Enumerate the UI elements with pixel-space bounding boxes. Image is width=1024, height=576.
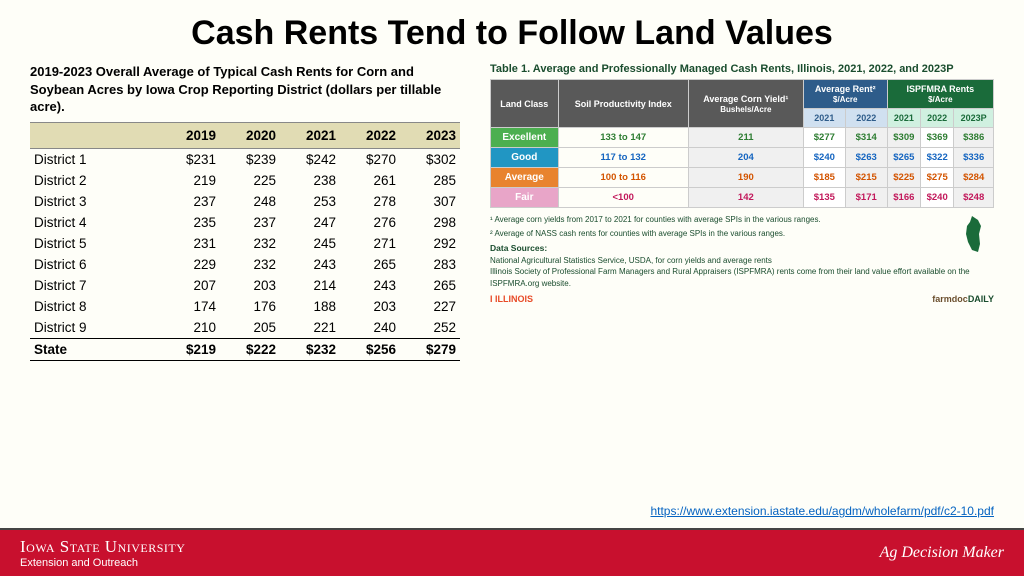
illinois-notes: ¹ Average corn yields from 2017 to 2021 … [490,214,994,305]
iowa-year-header: 2021 [280,122,340,148]
extension-name: Extension and Outreach [20,557,185,569]
iowa-year-header: 2019 [160,122,220,148]
iowa-caption: 2019-2023 Overall Average of Typical Cas… [30,63,460,116]
note-2: ² Average of NASS cash rents for countie… [490,228,994,239]
illinois-caption: Table 1. Average and Professionally Mana… [490,63,994,75]
table-row: Good117 to 132204$240$263$265$322$336 [491,148,994,168]
data-source-2: Illinois Society of Professional Farm Ma… [490,266,994,288]
university-name: Iowa State University [20,537,185,557]
table-row: District 3237248253278307 [30,191,460,212]
footer-right: Ag Decision Maker [880,544,1004,562]
table-row: District 7207203214243265 [30,275,460,296]
iowa-year-header: 2022 [340,122,400,148]
note-1: ¹ Average corn yields from 2017 to 2021 … [490,214,994,225]
table-row: Fair<100142$135$171$166$240$248 [491,188,994,208]
table-row: District 9210205221240252 [30,317,460,339]
table-row: District 5231232245271292 [30,233,460,254]
footer-left: Iowa State University Extension and Outr… [20,537,185,569]
source-url-link[interactable]: https://www.extension.iastate.edu/agdm/w… [650,504,994,518]
illinois-brand: I ILLINOIS [490,293,533,306]
farmdoc-brand: farmdocDAILY [932,293,994,306]
illinois-table: Land ClassSoil Productivity IndexAverage… [490,79,994,208]
table-row: District 8174176188203227 [30,296,460,317]
table-row: District 4235237247276298 [30,212,460,233]
iowa-table: 20192020202120222023 District 1$231$239$… [30,122,460,361]
data-source-1: National Agricultural Statistics Service… [490,255,994,266]
illinois-seal-icon [954,214,994,254]
table-row: District 1$231$239$242$270$302 [30,148,460,170]
iowa-year-header: 2020 [220,122,280,148]
footer-bar: Iowa State University Extension and Outr… [0,528,1024,576]
content-area: 2019-2023 Overall Average of Typical Cas… [0,63,1024,361]
iowa-state-row: State$219$222$232$256$279 [30,338,460,360]
page-title: Cash Rents Tend to Follow Land Values [0,0,1024,63]
table-row: District 6229232243265283 [30,254,460,275]
illinois-panel: Table 1. Average and Professionally Mana… [490,63,994,361]
table-row: Excellent133 to 147211$277$314$309$369$3… [491,128,994,148]
data-sources-label: Data Sources: [490,243,994,255]
iowa-panel: 2019-2023 Overall Average of Typical Cas… [30,63,460,361]
table-row: Average100 to 116190$185$215$225$275$284 [491,168,994,188]
iowa-year-header: 2023 [400,122,460,148]
table-row: District 2219225238261285 [30,170,460,191]
